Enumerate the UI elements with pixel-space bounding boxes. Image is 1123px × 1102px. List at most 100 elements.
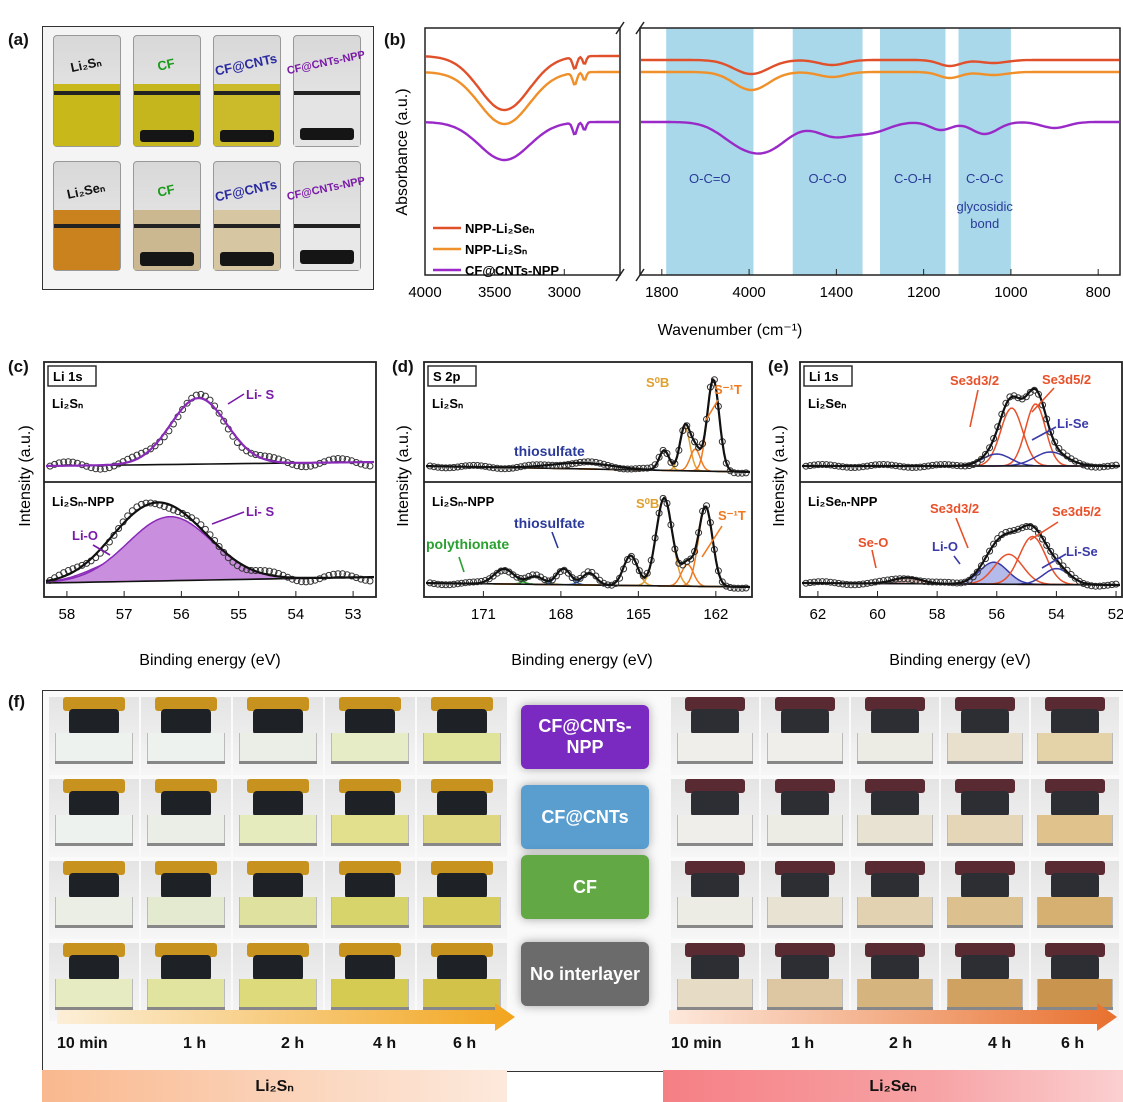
xps-top-point	[279, 457, 287, 465]
xps-top-point	[663, 450, 671, 457]
ftir-tick-label: 3500	[478, 284, 511, 301]
xps-top-point	[814, 461, 822, 469]
ftir-curve-left-2	[426, 120, 619, 162]
vial-left-r2-c4	[417, 861, 507, 939]
ftir-tick-label: 1000	[994, 284, 1027, 301]
xps-bottom-point	[718, 578, 726, 586]
xps-tick-label: 168	[548, 606, 573, 623]
panel-a-photo: Li₂Sₙ CF CF@CNTs CF@CNTs-NPP Li₂Seₙ CF CF@CNTs…	[42, 26, 374, 290]
xps-top-point	[822, 461, 830, 469]
legend-cf: CF	[521, 855, 649, 919]
time-right-1: 1 h	[791, 1035, 815, 1052]
xps-bottom-point	[552, 572, 560, 580]
xps-peak-label: Se3d3/2	[930, 501, 979, 516]
xps-bottom-point	[115, 525, 123, 532]
xps-top-point	[847, 464, 855, 471]
xps-top-point	[1022, 393, 1030, 401]
band-label-2: C-O-H	[894, 171, 932, 186]
xps-bottom-point	[679, 561, 687, 569]
xps-peak-arrow	[227, 393, 245, 405]
xps-top-point	[501, 465, 509, 473]
xps-bottom-point	[990, 540, 998, 548]
xps-top-peak-3	[802, 451, 1120, 467]
xps-top-sample: Li₂Sₙ	[52, 396, 83, 411]
xps-bottom-point	[556, 568, 564, 576]
xps-bottom-point	[937, 578, 945, 586]
band-label-3: C-O-C	[966, 171, 1004, 186]
ftir-tick-label: 4000	[732, 284, 765, 301]
xps-top-point	[738, 469, 746, 477]
xps-top-point	[937, 461, 945, 469]
xps-bottom-point	[994, 535, 1002, 542]
xps-bottom-point	[982, 555, 989, 563]
band-note-1: bond	[970, 216, 999, 231]
xps-top-envelope	[802, 387, 1120, 468]
vial-right-r1-c1	[761, 779, 849, 857]
xps-top-point	[529, 461, 537, 469]
xps-bottom-point	[446, 581, 454, 589]
time-left-0: 10 min	[57, 1035, 108, 1052]
xps-peak-arrow	[701, 525, 723, 558]
time-right-4: 6 h	[1061, 1035, 1085, 1052]
xps-peak-arrow	[705, 399, 719, 421]
ftir-tick-label: 800	[1086, 284, 1111, 301]
xps-peak-arrow	[1029, 521, 1059, 541]
band-label-0: O-C=O	[689, 171, 731, 186]
xps-top-point	[851, 464, 859, 471]
vial-right-r3-c1	[761, 943, 849, 1021]
xps-top-point	[525, 461, 533, 469]
ftir-curve-right-2	[641, 120, 1119, 155]
vial-right-r3-c3	[941, 943, 1029, 1021]
xps-frame	[799, 361, 1123, 598]
xps-c-y-label: Intensity (a.u.)	[17, 425, 34, 526]
xps-top-point	[1026, 388, 1034, 396]
xps-bottom-point	[533, 571, 541, 579]
legend-label-2: CF@CNTs-NPP	[465, 263, 559, 278]
xps-peak-label: Li-Se	[1057, 416, 1089, 431]
xps-frame	[43, 361, 377, 598]
time-left-1: 1 h	[183, 1035, 207, 1052]
xps-top-point	[904, 463, 912, 471]
vial-left-r1-c4	[417, 779, 507, 857]
xps-bottom-point	[941, 578, 949, 586]
xps-bottom-sample: Li₂Sₙ-NPP	[432, 494, 495, 509]
vial-right-r3-c0	[671, 943, 759, 1021]
xps-bottom-point	[78, 561, 86, 569]
xps-bottom-point	[215, 543, 223, 550]
xps-tag-box	[803, 365, 853, 387]
axis-break	[615, 268, 625, 282]
xps-peak-label: thiosulfate	[514, 443, 585, 459]
xps-peak-label: polythionate	[426, 536, 509, 552]
xps-peak-label: Se3d5/2	[1052, 504, 1101, 519]
ftir-tick-label: 1400	[820, 284, 853, 301]
xps-peak-arrow	[969, 389, 979, 428]
xps-top-point	[560, 461, 568, 469]
vial-right-r2-c2	[851, 861, 939, 939]
xps-tag: Li 1s	[53, 369, 83, 384]
xps-top-point	[348, 457, 356, 465]
vial-row1-1	[133, 35, 201, 147]
vial-right-r0-c2	[851, 697, 939, 775]
xps-top-point	[438, 464, 446, 472]
band-label-1: O-C-O	[808, 171, 846, 186]
xps-top-point	[843, 463, 851, 471]
vial-left-r0-c0	[49, 697, 139, 775]
xps-peak-label: S⁰B	[636, 496, 659, 511]
xps-peak-arrow	[955, 517, 969, 549]
xps-bottom-point	[1092, 582, 1100, 590]
xps-top-point	[466, 462, 473, 470]
xps-bottom-point	[847, 581, 855, 589]
vial-left-r3-c3	[325, 943, 415, 1021]
xps-top-point	[446, 464, 454, 472]
xps-peak-arrow	[1041, 553, 1067, 569]
vial-right-r2-c4	[1031, 861, 1119, 939]
vial-right-r3-c2	[851, 943, 939, 1021]
xps-peak-arrow	[871, 549, 877, 569]
panel-label-b: (b)	[384, 30, 406, 49]
legend-label-0: NPP-Li₂Seₙ	[465, 221, 534, 236]
xps-tick-label: 54	[288, 606, 305, 623]
xps-bottom-point	[1014, 525, 1022, 533]
vial-right-r2-c0	[671, 861, 759, 939]
xps-tick-label: 57	[116, 606, 133, 623]
vial-left-r2-c1	[141, 861, 231, 939]
